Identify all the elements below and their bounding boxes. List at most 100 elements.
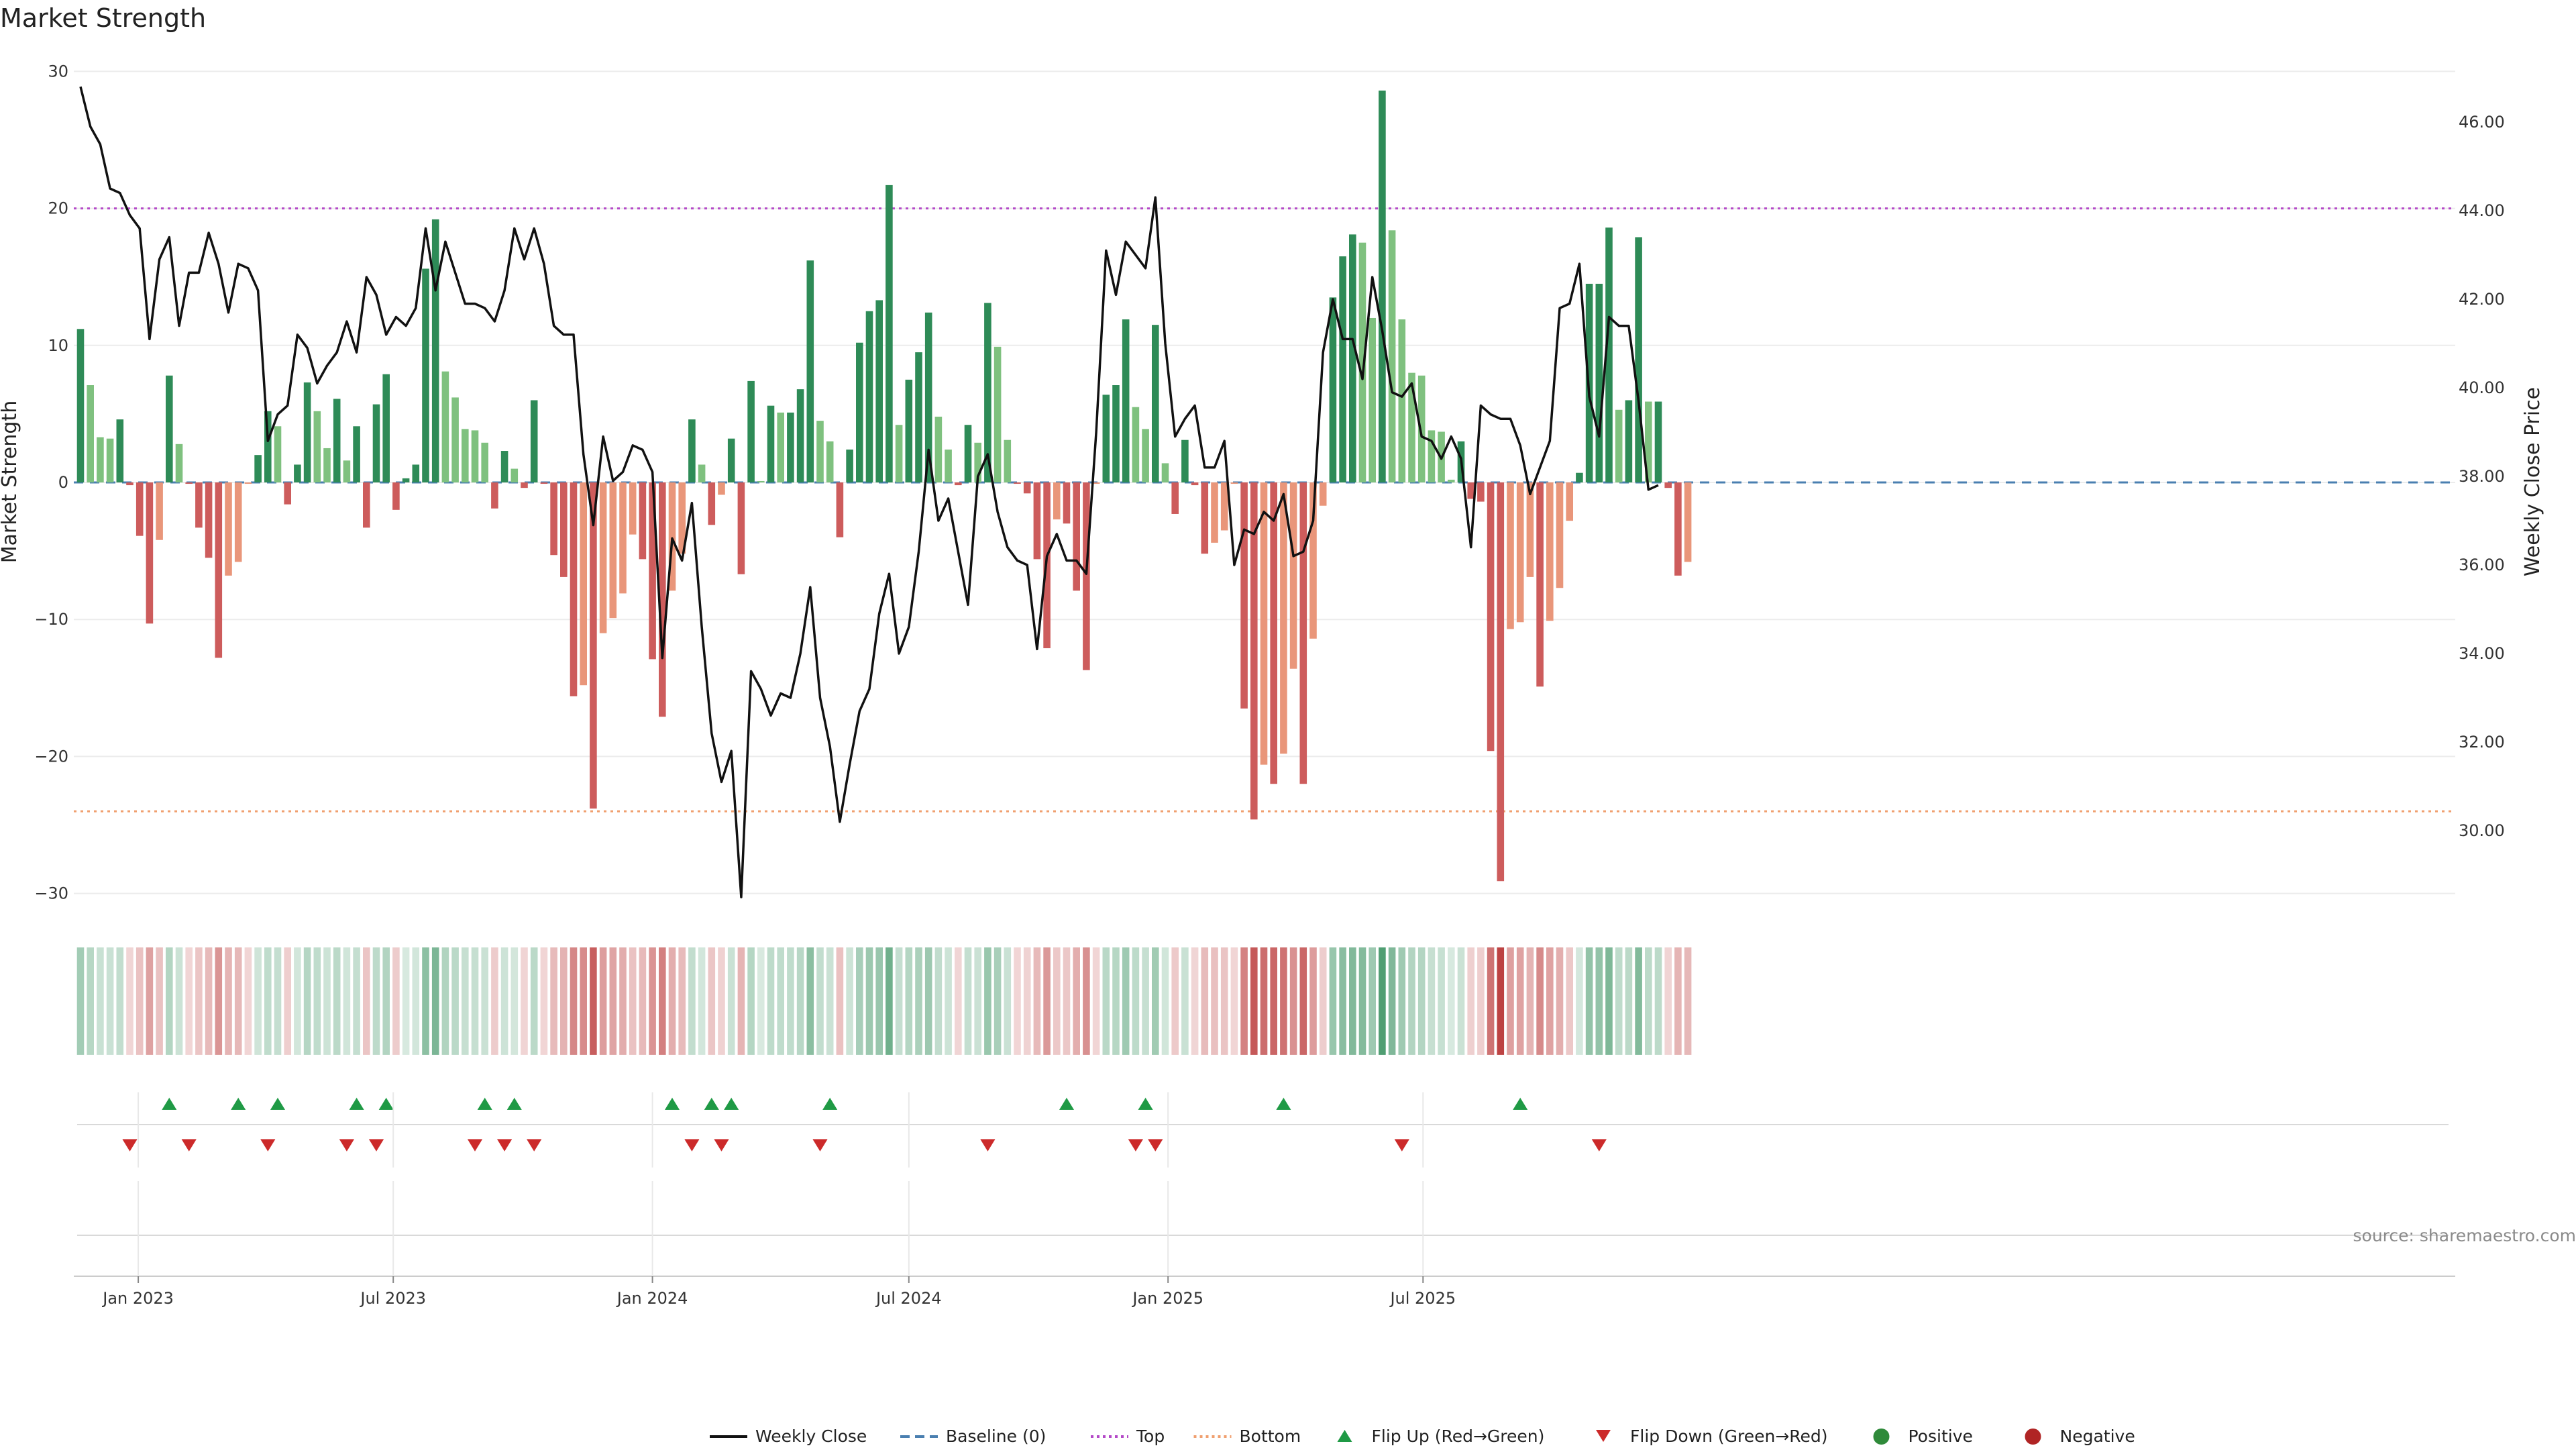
strength-bar: [1655, 402, 1662, 482]
strength-bar: [462, 429, 469, 482]
heat-cell: [521, 947, 528, 1055]
strength-bar: [1389, 230, 1396, 482]
legend-swatch: [1874, 1429, 1890, 1445]
heat-cell: [797, 947, 804, 1055]
legend-label: Weekly Close: [755, 1427, 867, 1446]
strength-bar: [521, 482, 528, 488]
strength-bar: [472, 430, 479, 482]
heat-cell: [363, 947, 370, 1055]
y-left-tick-label: −10: [34, 610, 68, 629]
y-right-tick-label: 34.00: [2459, 644, 2505, 663]
heat-cell: [1684, 947, 1692, 1055]
heat-cell: [1418, 947, 1426, 1055]
strength-bar: [304, 382, 311, 482]
heat-cell: [392, 947, 400, 1055]
strength-bar: [353, 426, 360, 482]
heat-cell: [1330, 947, 1337, 1055]
heat-cell: [531, 947, 538, 1055]
strength-bar: [698, 464, 706, 482]
heat-cell: [1122, 947, 1130, 1055]
strength-bar: [77, 329, 85, 482]
heat-cell: [215, 947, 223, 1055]
heat-cell: [235, 947, 242, 1055]
strength-bar: [1073, 482, 1080, 590]
heat-cell: [837, 947, 844, 1055]
legend-label: Baseline (0): [946, 1427, 1046, 1446]
strength-bar: [1349, 234, 1356, 482]
flip-down-marker: [339, 1139, 354, 1151]
heat-cell: [1645, 947, 1652, 1055]
heat-cell: [451, 947, 459, 1055]
heat-cell: [1152, 947, 1159, 1055]
strength-bar: [225, 482, 232, 576]
strength-bar: [1181, 440, 1189, 482]
strength-bar: [550, 482, 557, 555]
y-right-tick-label: 30.00: [2459, 821, 2505, 840]
strength-bar: [777, 413, 784, 482]
heat-cell: [1073, 947, 1080, 1055]
heat-cell: [1063, 947, 1071, 1055]
legend-label: Positive: [1909, 1427, 1973, 1446]
heat-cell: [87, 947, 94, 1055]
strength-bar: [1103, 395, 1110, 482]
y-left-tick-label: −20: [34, 747, 68, 766]
heat-cell: [1615, 947, 1623, 1055]
strength-bar: [935, 417, 943, 482]
heat-cell: [610, 947, 617, 1055]
heat-cell: [442, 947, 449, 1055]
heat-cell: [1290, 947, 1297, 1055]
heat-cell: [1280, 947, 1287, 1055]
heat-cell: [1359, 947, 1366, 1055]
heat-cell: [333, 947, 341, 1055]
heat-cell: [77, 947, 85, 1055]
strength-bar: [1083, 482, 1090, 670]
strength-bar: [1132, 407, 1140, 482]
heat-cell: [600, 947, 607, 1055]
heat-cell: [678, 947, 686, 1055]
strength-bar: [1339, 256, 1346, 482]
heat-cell: [1250, 947, 1258, 1055]
strength-bar: [1024, 482, 1031, 493]
heat-cell: [1132, 947, 1140, 1055]
strength-bar: [422, 268, 429, 482]
strength-bar: [639, 482, 647, 559]
heat-cell: [382, 947, 390, 1055]
strength-bar: [195, 482, 203, 527]
heat-cell: [1399, 947, 1406, 1055]
strength-bar: [866, 311, 873, 482]
heat-cell: [738, 947, 745, 1055]
strength-bar: [1112, 385, 1120, 482]
legend-swatch: [2025, 1429, 2041, 1445]
heat-cell: [1566, 947, 1573, 1055]
flip-up-marker: [350, 1098, 364, 1110]
strength-bar: [846, 450, 853, 482]
strength-bar: [205, 482, 213, 558]
heat-cell: [945, 947, 952, 1055]
legend-label: Flip Down (Green→Red): [1630, 1427, 1828, 1446]
strength-bar: [885, 185, 893, 482]
flip-up-marker: [822, 1098, 837, 1110]
strength-bar: [1320, 482, 1327, 506]
heat-cell: [1596, 947, 1603, 1055]
heat-cell: [1389, 947, 1396, 1055]
heat-cell: [1379, 947, 1386, 1055]
y-right-tick-label: 32.00: [2459, 733, 2505, 751]
strength-bar: [1674, 482, 1682, 576]
strength-bar: [294, 464, 301, 482]
heat-cell: [550, 947, 557, 1055]
strength-bar: [323, 448, 331, 482]
heat-cell: [304, 947, 311, 1055]
strength-bar: [333, 399, 341, 482]
strength-bar: [1379, 91, 1386, 482]
y-left-tick-label: 20: [48, 199, 68, 218]
heat-cell: [965, 947, 972, 1055]
strength-bar: [757, 481, 765, 482]
strength-bar: [1152, 325, 1159, 482]
strength-bar: [382, 374, 390, 482]
strength-bar: [97, 437, 104, 482]
heat-cell: [1201, 947, 1209, 1055]
strength-bar: [215, 482, 223, 658]
legend-item: Weekly Close: [710, 1427, 867, 1446]
heat-cell: [107, 947, 114, 1055]
heat-cell: [1112, 947, 1120, 1055]
